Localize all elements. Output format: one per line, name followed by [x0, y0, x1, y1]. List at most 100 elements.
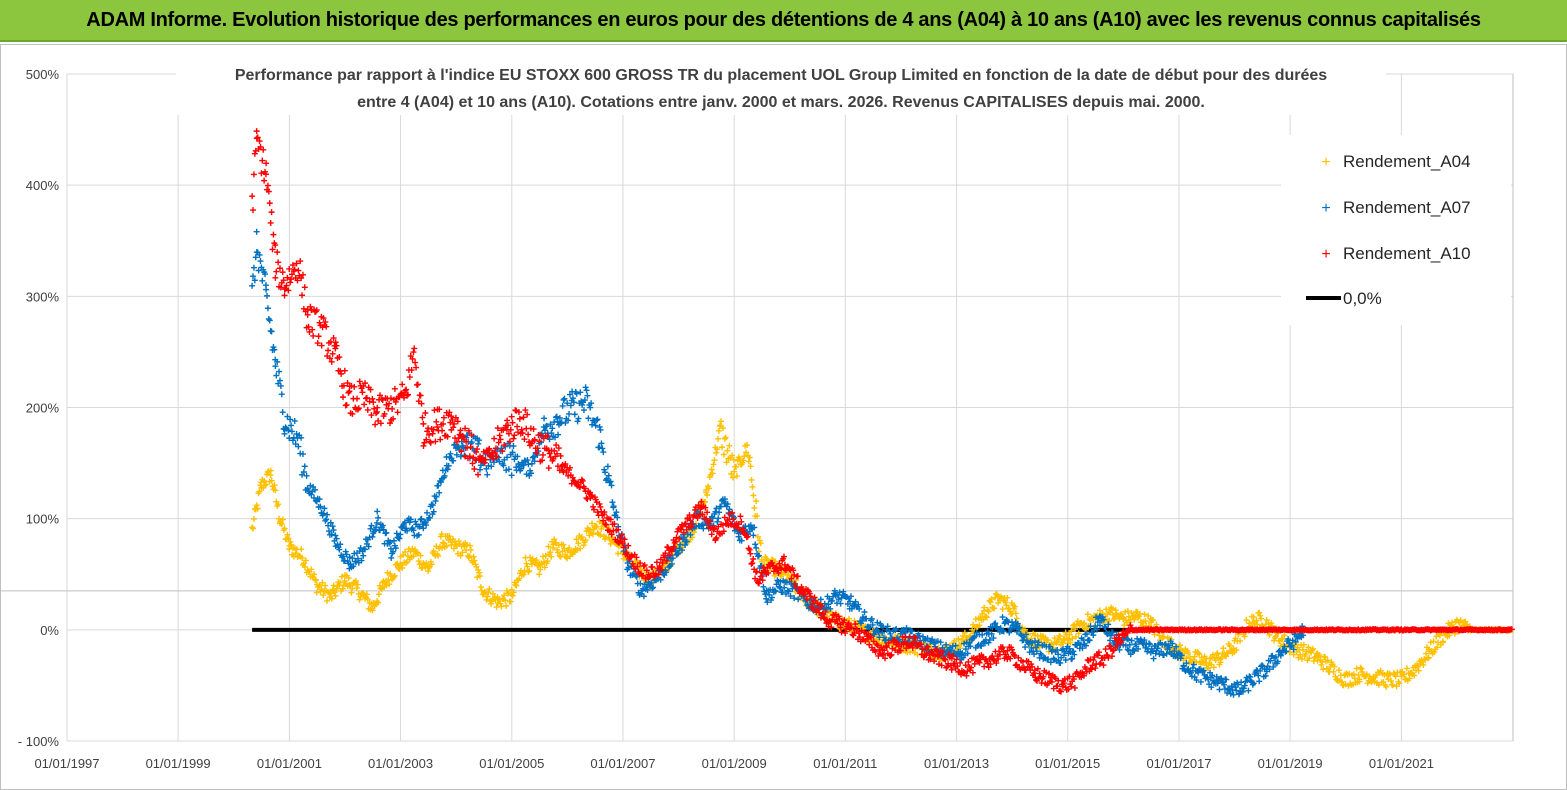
x-tick-label: 01/01/2005 [479, 756, 544, 771]
point-a04 [551, 536, 558, 543]
point-a04 [557, 553, 564, 560]
point-a10 [372, 421, 379, 428]
point-a04 [1311, 654, 1318, 661]
point-a04 [1358, 665, 1365, 672]
point-a07 [580, 407, 587, 414]
point-a07 [1281, 643, 1288, 650]
point-a10 [765, 569, 772, 576]
point-a10 [759, 577, 766, 584]
point-a10 [1048, 678, 1055, 685]
point-a04 [1233, 647, 1240, 654]
point-a07 [943, 641, 950, 648]
point-a10 [361, 401, 368, 408]
point-a04 [439, 545, 446, 552]
point-a07 [596, 444, 603, 451]
banner: ADAM Informe. Evolution historique des p… [0, 0, 1567, 42]
point-a10 [468, 432, 475, 439]
point-a10 [386, 400, 393, 407]
point-a10 [383, 401, 390, 408]
point-a04 [278, 521, 285, 528]
point-a10 [504, 417, 511, 424]
point-a04 [1066, 631, 1073, 638]
point-a07 [882, 636, 889, 643]
point-a10 [608, 531, 615, 538]
point-a07 [1274, 658, 1281, 665]
point-a04 [1208, 661, 1215, 668]
x-tick-label: 01/01/2021 [1369, 756, 1434, 771]
point-a10 [661, 554, 668, 561]
point-a07 [999, 614, 1006, 621]
point-a04 [1414, 663, 1421, 670]
point-a04 [566, 545, 573, 552]
point-a10 [475, 471, 482, 478]
point-a07 [772, 588, 779, 595]
point-a10 [720, 528, 727, 535]
point-a04 [718, 418, 725, 425]
point-a10 [776, 560, 783, 567]
point-a04 [719, 444, 726, 451]
point-a04 [1185, 649, 1192, 656]
point-a07 [587, 404, 594, 411]
point-a10 [607, 516, 614, 523]
point-a10 [932, 646, 939, 653]
point-a04 [1021, 626, 1028, 633]
point-a10 [462, 425, 469, 432]
point-a10 [810, 597, 817, 604]
point-a04 [485, 589, 492, 596]
point-a10 [288, 271, 295, 278]
point-a04 [1263, 616, 1270, 623]
point-a10 [471, 465, 478, 472]
point-a10 [1508, 626, 1515, 633]
point-a07 [893, 625, 900, 632]
point-a04 [333, 585, 340, 592]
point-a04 [390, 573, 397, 580]
point-a04 [1309, 645, 1316, 652]
point-a07 [1289, 637, 1296, 644]
point-a07 [1213, 673, 1220, 680]
point-a07 [256, 251, 263, 258]
point-a07 [295, 443, 302, 450]
point-a07 [605, 472, 612, 479]
point-a04 [275, 501, 282, 508]
point-a04 [1321, 653, 1328, 660]
point-a04 [1141, 611, 1148, 618]
point-a04 [723, 459, 730, 466]
point-a10 [1121, 632, 1128, 639]
point-a10 [522, 407, 529, 414]
point-a10 [497, 436, 504, 443]
point-a10 [551, 447, 558, 454]
point-a07 [1131, 647, 1138, 654]
point-a04 [1266, 631, 1273, 638]
point-a04 [308, 566, 315, 573]
point-a10 [687, 517, 694, 524]
point-a04 [328, 595, 335, 602]
point-a04 [758, 556, 765, 563]
point-a10 [268, 209, 275, 216]
point-a10 [426, 438, 433, 445]
point-a10 [939, 649, 946, 656]
point-a07 [1227, 690, 1234, 697]
point-a04 [1196, 650, 1203, 657]
point-a07 [1262, 672, 1269, 679]
point-a04 [745, 458, 752, 465]
point-a04 [589, 531, 596, 538]
point-a07 [1093, 626, 1100, 633]
point-a07 [342, 548, 349, 555]
point-a07 [871, 630, 878, 637]
point-a10 [263, 160, 270, 167]
point-a10 [1105, 654, 1112, 661]
point-a10 [330, 335, 337, 342]
point-a07 [916, 632, 923, 639]
point-a07 [373, 524, 380, 531]
point-a04 [375, 591, 382, 598]
legend-item-a07: Rendement_A07 [1343, 198, 1471, 217]
point-a04 [1028, 635, 1035, 642]
point-a04 [516, 575, 523, 582]
point-a10 [917, 641, 924, 648]
point-a04 [399, 564, 406, 571]
point-a10 [659, 560, 666, 567]
point-a07 [392, 545, 399, 552]
point-a04 [323, 597, 330, 604]
point-a10 [713, 534, 720, 541]
